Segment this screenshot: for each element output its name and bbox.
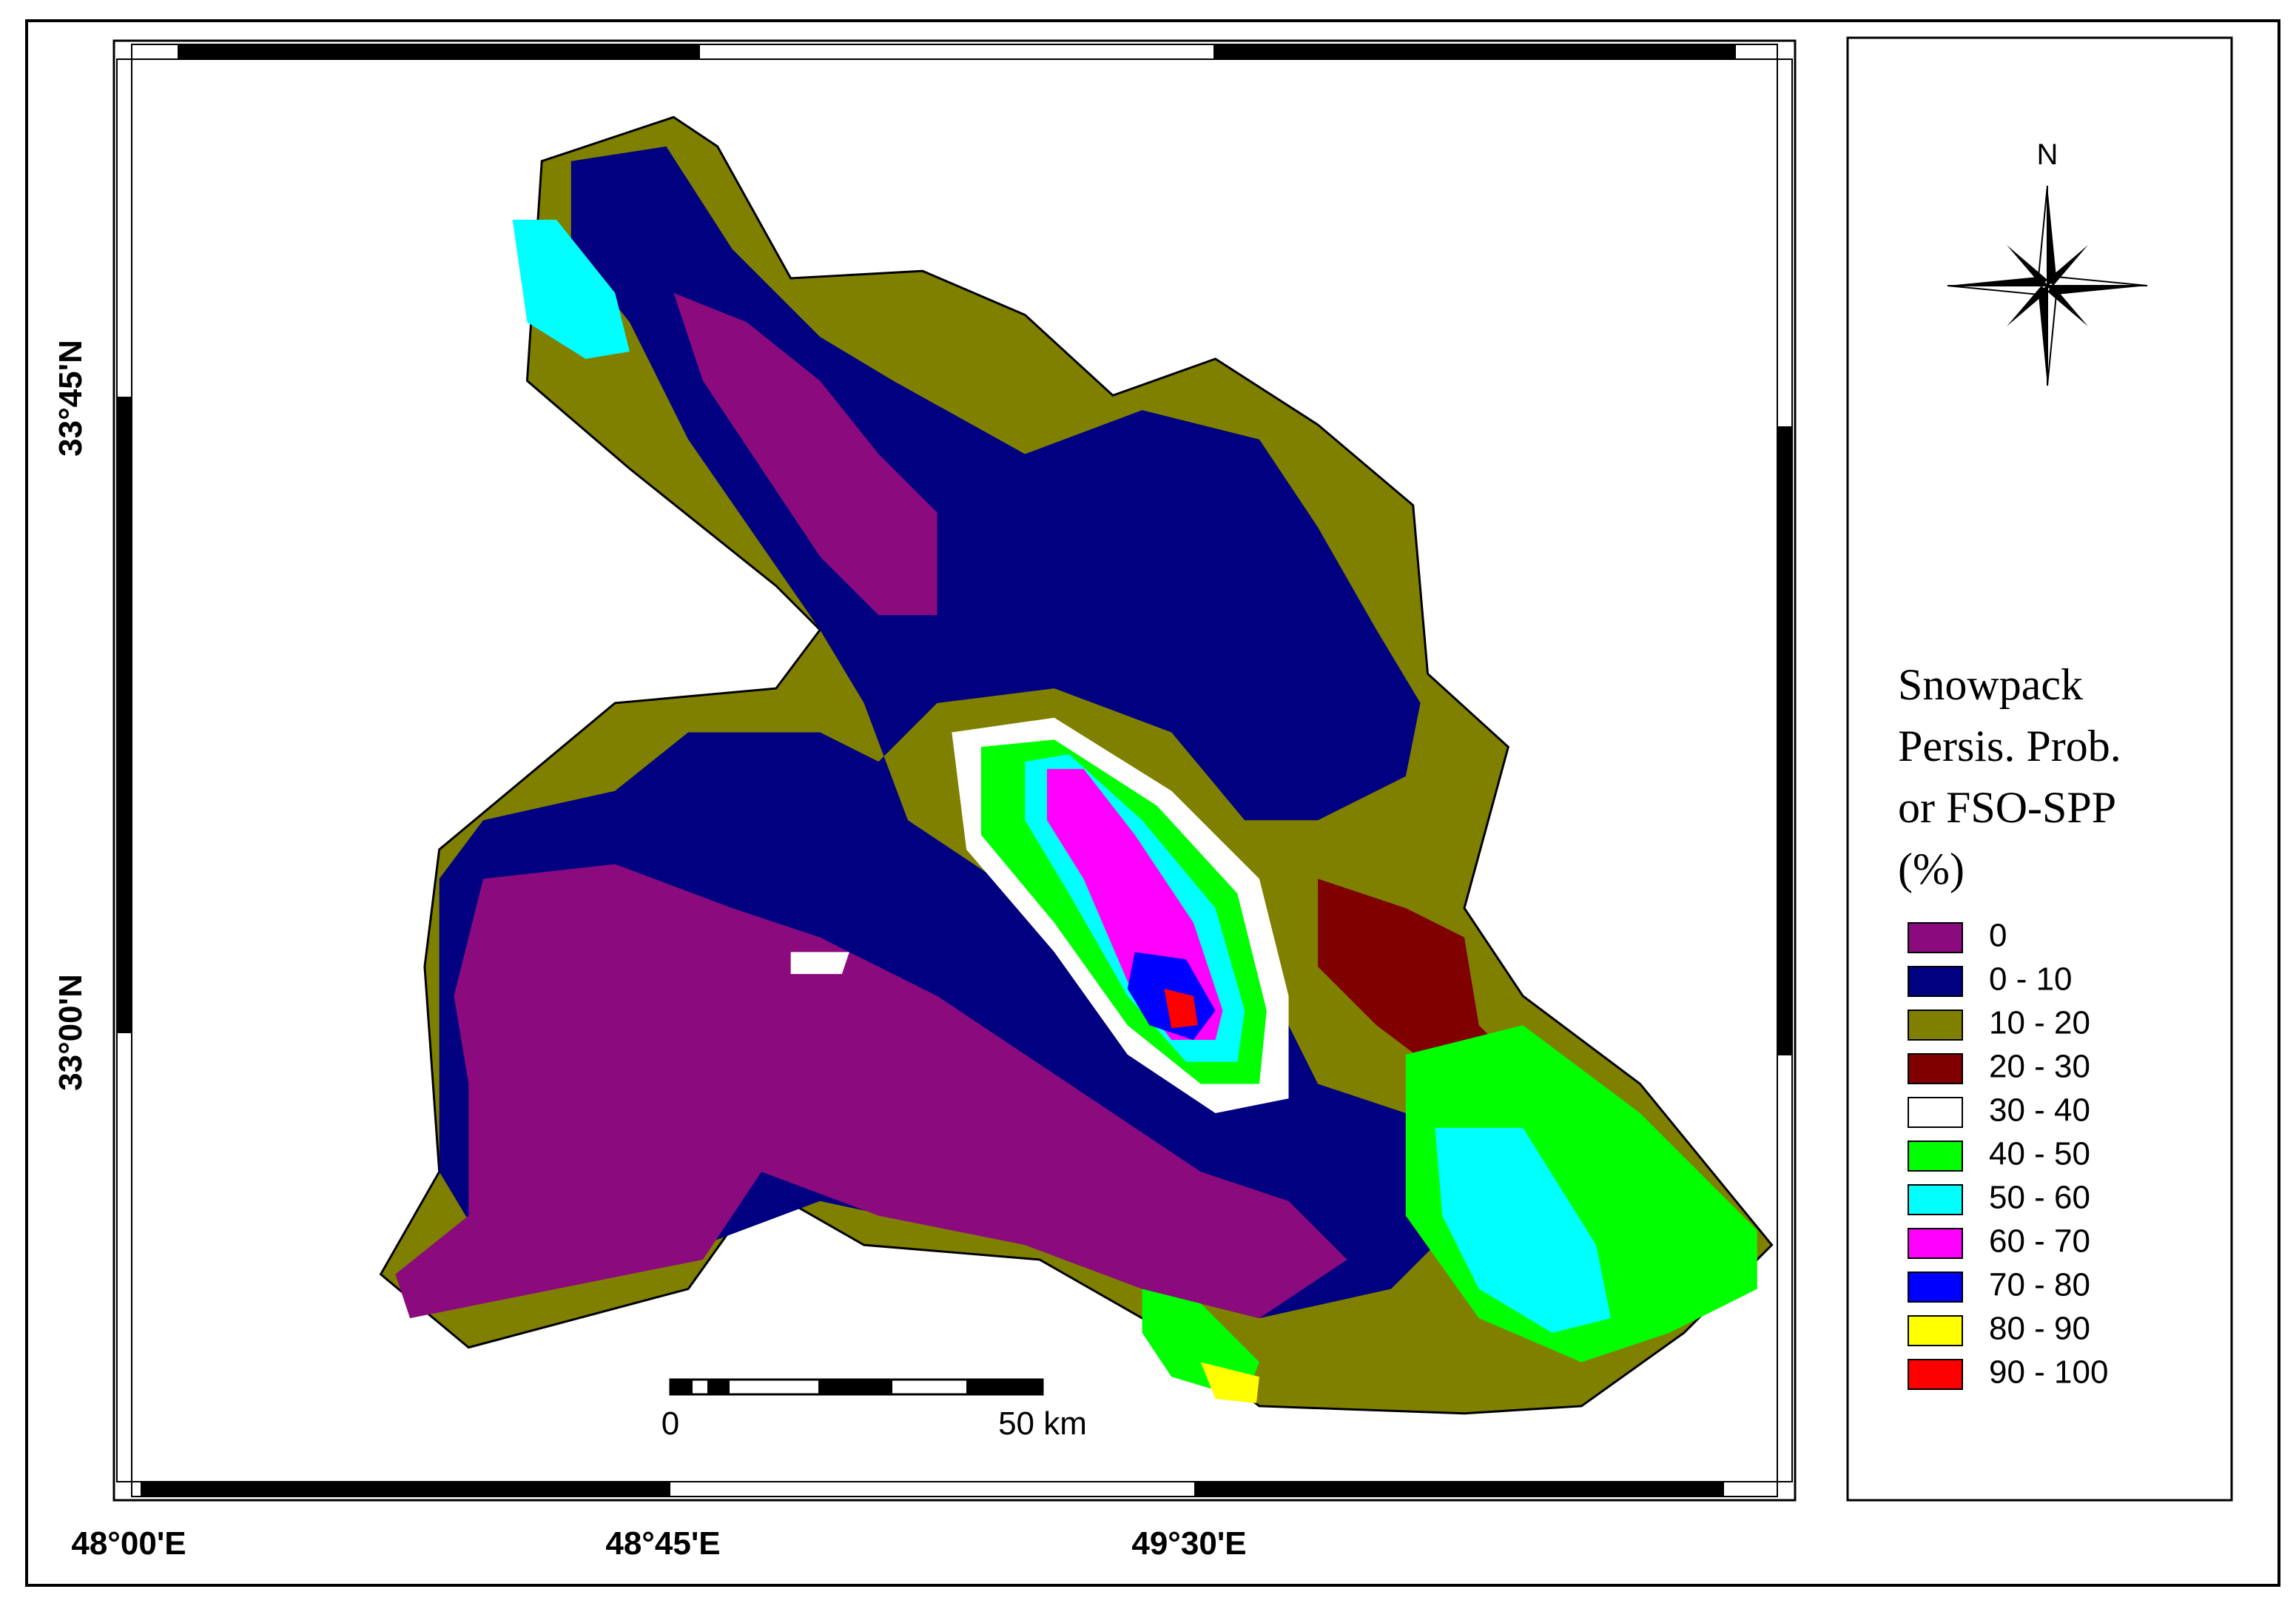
legend-title-line: (%): [1898, 844, 1965, 893]
legend-label: 20 - 30: [1989, 1049, 2090, 1085]
legend-label: 0: [1989, 918, 2007, 954]
legend-swatch: [1908, 922, 1963, 953]
region: [673, 292, 937, 616]
legend-swatch: [1908, 1315, 1963, 1346]
legend-swatch: [1908, 1010, 1963, 1041]
legend-swatch: [1908, 1053, 1963, 1084]
legend-swatch: [1908, 1272, 1963, 1303]
longitude-label: 48°00'E: [71, 1525, 186, 1562]
scale-bar: [669, 1378, 1044, 1396]
legend-swatch: [1908, 1141, 1963, 1172]
north-label: N: [2037, 138, 2058, 171]
legend-title-line: or FSO-SPP: [1898, 783, 2116, 832]
outer-border: [25, 19, 2280, 1587]
latitude-label: 33°00'N: [53, 974, 89, 1091]
scale-label: 0: [661, 1405, 679, 1442]
legend-title-line: Persis. Prob.: [1898, 722, 2121, 770]
region: [512, 219, 630, 359]
legend-label: 0 - 10: [1989, 961, 2073, 998]
longitude-label: 48°45'E: [605, 1525, 720, 1562]
region: [1435, 1127, 1611, 1333]
latitude-label: 33°45'N: [53, 340, 89, 457]
region: [1200, 1362, 1259, 1403]
longitude-label: 49°30'E: [1131, 1525, 1246, 1562]
scale-label: 50 km: [998, 1405, 1087, 1442]
north-arrow: [1947, 185, 2148, 386]
legend-title-line: Snowpack: [1898, 660, 2083, 709]
legend-swatch: [1908, 1359, 1963, 1390]
legend-swatch: [1908, 1184, 1963, 1215]
region: [395, 864, 1347, 1319]
legend-title: Snowpack Persis. Prob. or FSO-SPP (%): [1898, 660, 2121, 893]
legend-label: 60 - 70: [1989, 1223, 2090, 1260]
legend-items: 0 0 - 10 10 - 20 20 - 30 30 - 40 40 - 50 50 - …: [1908, 918, 2108, 1391]
region: [1164, 988, 1198, 1029]
basin-map: [379, 115, 1774, 1415]
legend-label: 70 - 80: [1989, 1267, 2090, 1303]
legend-label: 30 - 40: [1989, 1092, 2090, 1129]
region: [790, 952, 849, 975]
legend-label: 80 - 90: [1989, 1311, 2090, 1347]
legend-label: 10 - 20: [1989, 1005, 2090, 1041]
legend-swatch: [1908, 1228, 1963, 1259]
legend-label: 90 - 100: [1989, 1354, 2108, 1391]
legend-label: 40 - 50: [1989, 1136, 2090, 1172]
legend-label: 50 - 60: [1989, 1180, 2090, 1216]
legend-swatch: [1908, 1097, 1963, 1128]
legend-swatch: [1908, 966, 1963, 997]
